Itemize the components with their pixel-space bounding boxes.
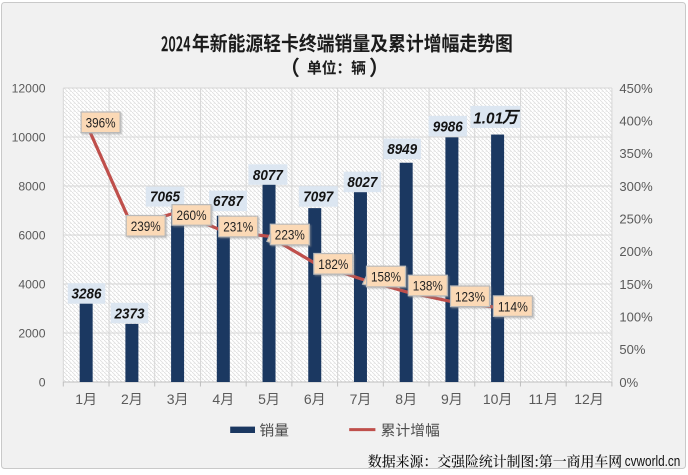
svg-text:10: 10 (483, 391, 499, 407)
svg-text:450%: 450% (619, 81, 653, 96)
svg-text:300%: 300% (619, 179, 653, 194)
svg-text:1.01: 1.01 (473, 110, 503, 127)
svg-text:1: 1 (75, 391, 83, 407)
svg-text:7065: 7065 (150, 190, 181, 206)
svg-text:4: 4 (212, 391, 220, 407)
svg-text:260%: 260% (177, 208, 207, 224)
svg-text:400%: 400% (619, 113, 653, 128)
svg-text:114%: 114% (498, 299, 528, 315)
svg-text:8077: 8077 (253, 168, 284, 184)
svg-text:2000: 2000 (18, 326, 45, 340)
svg-text:5: 5 (258, 391, 266, 407)
svg-text:0: 0 (39, 375, 46, 389)
svg-text:150%: 150% (619, 277, 653, 292)
svg-text:8949: 8949 (387, 142, 418, 158)
svg-text:6: 6 (304, 391, 312, 407)
svg-text:cvworld.cn: cvworld.cn (625, 454, 681, 470)
svg-text:50%: 50% (619, 342, 645, 357)
svg-text:3: 3 (167, 391, 175, 407)
svg-text:11: 11 (529, 391, 544, 407)
svg-text:396%: 396% (86, 116, 116, 132)
svg-text:8000: 8000 (18, 179, 45, 193)
svg-text:8: 8 (395, 391, 403, 407)
svg-text:7: 7 (350, 391, 358, 407)
svg-text:231%: 231% (223, 220, 253, 236)
svg-text:6000: 6000 (18, 228, 45, 242)
svg-text:182%: 182% (318, 257, 348, 273)
svg-text:223%: 223% (275, 228, 305, 244)
svg-text:138%: 138% (413, 279, 443, 295)
svg-text:12: 12 (574, 391, 590, 407)
svg-text:2373: 2373 (114, 306, 146, 322)
svg-text:100%: 100% (619, 309, 653, 324)
svg-text:123%: 123% (455, 290, 485, 306)
svg-text:4000: 4000 (18, 277, 45, 291)
svg-text:239%: 239% (131, 219, 161, 235)
svg-text:9986: 9986 (433, 119, 464, 135)
svg-text:9: 9 (441, 391, 449, 407)
svg-text:8027: 8027 (347, 175, 378, 191)
svg-text:158%: 158% (371, 270, 401, 286)
svg-text:6787: 6787 (213, 194, 244, 210)
svg-text:0%: 0% (619, 375, 638, 390)
svg-text:12000: 12000 (12, 81, 46, 95)
svg-text:250%: 250% (619, 211, 653, 226)
svg-text:350%: 350% (619, 146, 653, 161)
svg-text:10000: 10000 (12, 130, 46, 144)
svg-text:2: 2 (121, 391, 129, 407)
svg-text:3286: 3286 (72, 287, 103, 303)
svg-text:7097: 7097 (303, 190, 334, 206)
svg-text:200%: 200% (619, 244, 653, 259)
